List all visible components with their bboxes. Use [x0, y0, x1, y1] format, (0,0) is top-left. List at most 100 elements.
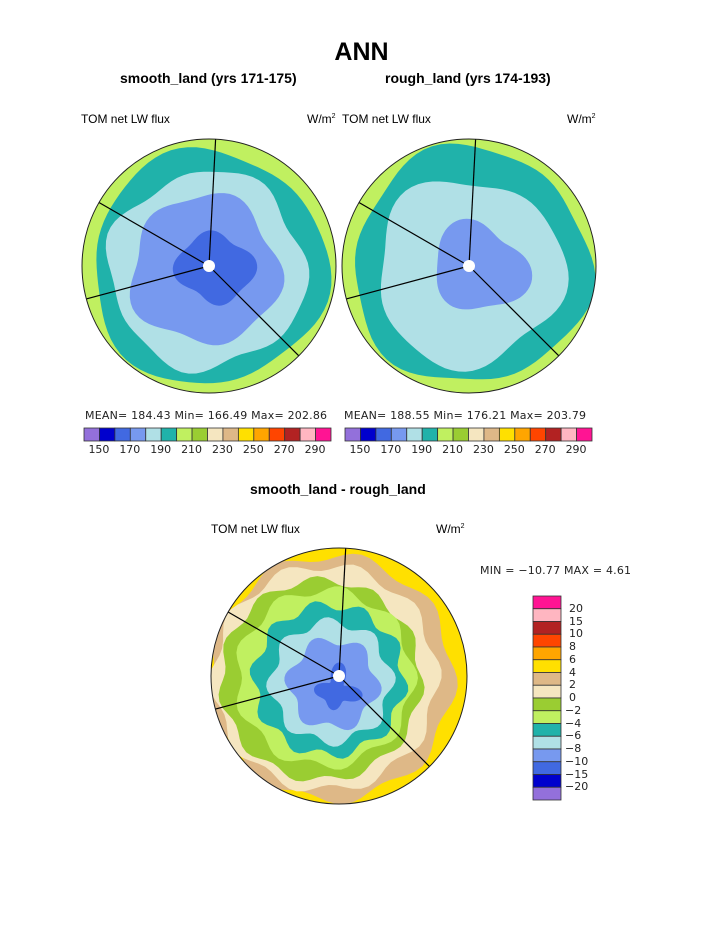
colorbar-tick-label: 170: [380, 443, 402, 456]
colorbar-box: [360, 427, 377, 442]
colorbar-tick-label: −6: [565, 729, 582, 743]
colorbar-rough: [344, 427, 593, 442]
colorbar-tick-label: 210: [181, 443, 203, 456]
colorbar-box: [237, 427, 255, 442]
colorbar-box: [529, 427, 547, 442]
colorbar-tick-label: 10: [569, 627, 583, 641]
colorbar-box: [532, 684, 562, 699]
units-exponent: 2: [460, 523, 465, 530]
colorbar-tick-label: 250: [503, 443, 525, 456]
stats-diff: MIN = −10.77 MAX = 4.61: [480, 564, 632, 577]
sector-line: [208, 139, 217, 267]
pole-marker: [463, 260, 475, 272]
colorbar-box: [299, 427, 316, 442]
colorbar-tick-label: −4: [565, 716, 582, 730]
colorbar-tick-label: 290: [565, 443, 587, 456]
colorbar-box: [532, 710, 562, 724]
colorbar-tick-label: 270: [534, 443, 556, 456]
colorbar-box: [545, 427, 562, 442]
colorbar-tick-label: 8: [569, 640, 576, 653]
sector-line: [215, 675, 340, 710]
colorbar-box: [114, 427, 131, 442]
contour-band-_15_10: [314, 662, 363, 711]
contour-band-160_170: [172, 230, 258, 306]
variable-label-rough: TOM net LW flux: [342, 112, 431, 126]
sector-line: [468, 139, 477, 267]
colorbar-box: [532, 595, 562, 610]
colorbar-box: [532, 672, 562, 686]
colorbar-tick-label: 230: [472, 443, 494, 456]
sector-line: [86, 265, 210, 300]
colorbar-box: [514, 427, 531, 442]
map-boundary: [210, 547, 468, 805]
colorbar-box: [176, 427, 193, 442]
colorbar-box: [468, 427, 485, 442]
colorbar-box: [532, 697, 562, 712]
colorbar-tick-label: 20: [569, 601, 583, 615]
colorbar-box: [222, 427, 239, 442]
colorbar-tick-label: 290: [304, 443, 326, 456]
colorbar-tick-label: −8: [565, 742, 582, 755]
colorbar-tick-label: 15: [569, 614, 583, 628]
colorbar-tick-label: 2: [569, 678, 576, 692]
colorbar-box: [532, 786, 562, 801]
colorbar-tick-label: −10: [565, 754, 589, 768]
colorbar-tick-label: −20: [565, 780, 589, 794]
colorbar-box: [406, 427, 423, 442]
colorbar-box: [532, 761, 562, 775]
colorbar-box: [532, 633, 562, 648]
contour-band-170_180: [436, 218, 533, 310]
polar-map-smooth: [81, 138, 337, 394]
colorbar-tick-label: 150: [88, 443, 110, 456]
sector-line: [338, 675, 430, 767]
colorbar-box: [532, 646, 562, 661]
units-label-rough: W/m2: [567, 112, 596, 126]
sector-line: [358, 201, 470, 267]
colorbar-box: [375, 427, 392, 442]
colorbar-box: [421, 427, 439, 442]
colorbar-tick-label: −15: [565, 767, 589, 781]
colorbar-tick-label: 190: [150, 443, 172, 456]
polar-map-diff: [210, 547, 468, 805]
colorbar-box: [452, 427, 469, 442]
units-base: W/m: [567, 112, 592, 126]
colorbar-tick-label: 0: [569, 691, 576, 704]
colorbar-box: [560, 427, 577, 442]
colorbar-tick-label: 270: [273, 443, 295, 456]
colorbar-box: [284, 427, 301, 442]
colorbar-tick-label: 250: [242, 443, 264, 456]
map-boundary: [341, 138, 597, 394]
units-exponent: 2: [331, 113, 336, 120]
colorbar-box: [532, 659, 562, 673]
pole-marker: [203, 260, 215, 272]
colorbar-box: [437, 427, 454, 442]
colorbar-box: [390, 427, 408, 442]
colorbar-box: [253, 427, 270, 442]
colorbar-box: [207, 427, 224, 442]
colorbar-box: [344, 427, 361, 442]
colorbar-box: [191, 427, 208, 442]
map-boundary: [81, 138, 337, 394]
sector-line: [468, 265, 560, 357]
colorbar-tick-label: 190: [411, 443, 433, 456]
colorbar-box: [483, 427, 500, 442]
polar-map-rough: [341, 138, 597, 394]
variable-label-diff: TOM net LW flux: [211, 522, 300, 536]
stats-rough: MEAN= 188.55 Min= 176.21 Max= 203.79: [344, 409, 587, 422]
colorbar-box: [532, 735, 562, 750]
colorbar-box: [532, 608, 562, 622]
units-exponent: 2: [591, 113, 596, 120]
panel-title-rough: rough_land (yrs 174-193): [385, 70, 551, 86]
units-label-diff: W/m2: [436, 522, 465, 536]
sector-line: [346, 265, 470, 300]
colorbar-tick-label: 230: [211, 443, 233, 456]
colorbar-box: [160, 427, 178, 442]
pole-marker: [333, 670, 345, 682]
colorbar-box: [576, 427, 593, 442]
colorbar-tick-label: 6: [569, 652, 576, 666]
colorbar-diff: [532, 595, 562, 801]
colorbar-box: [498, 427, 516, 442]
units-label-smooth: W/m2: [307, 112, 336, 126]
units-base: W/m: [307, 112, 332, 126]
